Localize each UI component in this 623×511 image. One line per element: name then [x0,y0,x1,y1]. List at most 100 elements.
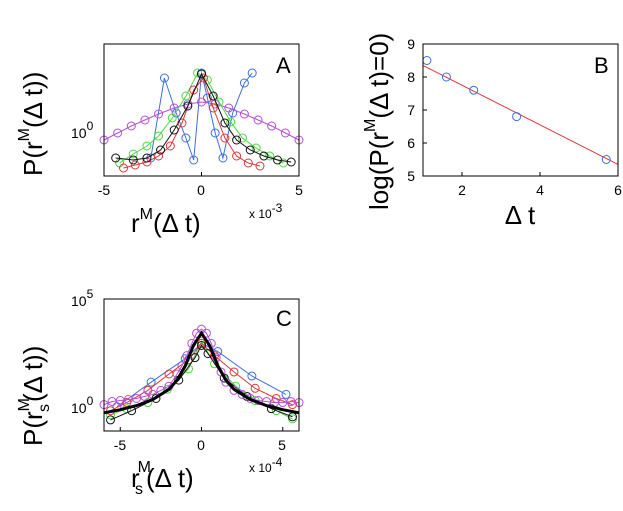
panel-a-series-blue-point [218,153,228,163]
panel-a-series-red-point [232,151,242,161]
panel-a-series-magenta-point [126,121,136,131]
panel-a-x-label: rM(Δ t) [131,206,201,238]
panel-a-series-blue-point [159,73,169,83]
panel-b-frame [422,43,619,177]
panel-a-series-blue-line [150,72,253,161]
panel-a-frame [103,43,300,177]
panel-a-series-magenta-point [197,97,206,107]
panel-a-series-magenta-point [154,109,164,119]
panel-a-series-black-point [273,155,283,165]
panel-a-series-blue-point [239,78,249,88]
panel-a-series-black-point [208,91,218,101]
panel-b-y-tick: 6 [407,135,415,151]
panel-b-data-point [422,56,432,65]
panel-a-series-magenta-point [113,128,123,138]
panel-c-series-red-point [229,367,239,377]
panel-c-series-blue-point [146,377,156,387]
panel-a-series-magenta-point [224,103,234,113]
panel-a-series-black-point [286,157,296,167]
panel-c-series-magenta-line [103,328,300,406]
panel-c-series-black-point [197,340,206,350]
panel-a-series-red-point [165,141,175,151]
panel-a-series-green-point [193,68,203,78]
panel-a-series-black-line [115,72,292,163]
panel-c-series-black-point [106,415,115,425]
panel-b-data-point [601,155,611,164]
panel-a-series-red-point [119,163,128,173]
panel-c-x-tick: 0 [197,437,205,453]
panel-a-series-red-point [130,160,140,170]
panel-b-y-ticks: 5 6 7 8 9 [407,36,415,184]
panel-a-series-green-point [142,141,152,151]
panel-a-series-blue-point [210,128,220,138]
panel-a-series-red-point [255,161,265,171]
panel-a-series-magenta-point [253,115,263,125]
panel-a-series-red-point [154,151,164,161]
panel-a-plot-area [99,68,304,176]
panel-b-data-point [512,112,522,122]
panel-a-series-green-point [167,113,177,123]
panel-c-series-red-point [250,383,260,393]
panel-a-series-black-point [259,151,269,161]
panel-b-x-tick: 2 [458,182,466,198]
panel-a-series-blue-point [189,155,199,165]
panel-c-label: C [276,306,292,331]
panel-c-series-magenta-point [132,393,141,403]
panel-c-series-magenta-point [140,391,150,401]
panel-a-series-red-point [208,103,218,113]
panel-a-x-ticks: -5 0 5 [98,182,303,198]
panel-a-series-black-point [197,69,206,79]
panel-a-series-black-point [220,118,230,128]
panel-a-x-tick: 5 [295,182,303,198]
panel-a-series-green-point [265,151,275,161]
panel-c-series-magenta-point [216,367,226,377]
panel-b-x-tick: 4 [536,182,544,198]
panel-a-series-black-point [232,135,242,145]
panel-b-data-point [441,72,451,82]
panel-a-series-black-point [156,145,166,155]
panel-b-y-label: log(P(rM(Δ t)=0) [362,33,394,210]
panel-c-series-red-line [110,342,293,412]
panel-a-series-green-point [251,143,261,153]
panel-b-plot-area [422,43,619,177]
panel-a-series-green-point [214,97,224,107]
panel-b-data-point [469,85,479,95]
panel-c-x-ticks: -5 0 5 [114,437,286,453]
panel-b-x-tick: 6 [614,182,622,198]
panel-c-y-label: P(rM s(Δ t)) [16,346,53,446]
panel-a-series-green-point [226,117,236,127]
panel-a-series-magenta-line [103,101,300,141]
panel-b-y-tick: 5 [407,168,415,184]
panel-c-x-tick: -5 [114,437,127,453]
panel-c-series-fit-line [103,330,300,415]
panel-a-series-green-point [128,149,138,159]
panel-b-x-label: Δ t [505,200,536,230]
panel-a-series-magenta-point [239,109,249,119]
panel-c-y-tick-label: 100 [71,394,94,416]
panel-c: C -5 0 5 105 100 x 10-4 rM s (Δ t) P(rM s(Δ… [16,287,304,498]
panel-a-x-tick: -5 [98,182,111,198]
panel-a-series-blue-point [247,68,257,78]
panel-a-series-red-point [243,158,253,168]
panel-a-x-tick: 0 [197,182,205,198]
panel-b-x-ticks: 2 4 6 [458,182,622,198]
panel-a-series-blue-point [181,133,191,143]
panel-a-series-black-point [169,125,179,135]
panel-a-series-black-point [245,145,255,155]
panel-b-y-tick: 8 [407,69,415,85]
panel-c-x-multiplier: x 10-4 [249,455,283,475]
panel-a: A -5 0 5 100 x 10-3 rM(Δ t) P(rM(Δ t)) [16,43,304,238]
panel-a-series-green-point [181,91,191,101]
panel-a-series-magenta-point [267,121,277,131]
panel-a-series-green-point [237,133,247,143]
panel-a-series-black-point [128,155,138,165]
panel-a-series-red-point [189,85,199,95]
panel-b-y-tick: 9 [407,36,415,52]
panel-b-y-tick: 7 [407,102,415,118]
panel-a-series-green-point [154,131,164,141]
panel-c-y-tick-label: 105 [71,287,94,309]
panel-b-label: B [594,53,609,78]
panel-a-y-tick-label: 100 [71,119,94,141]
panel-c-series-black-point [190,353,200,363]
